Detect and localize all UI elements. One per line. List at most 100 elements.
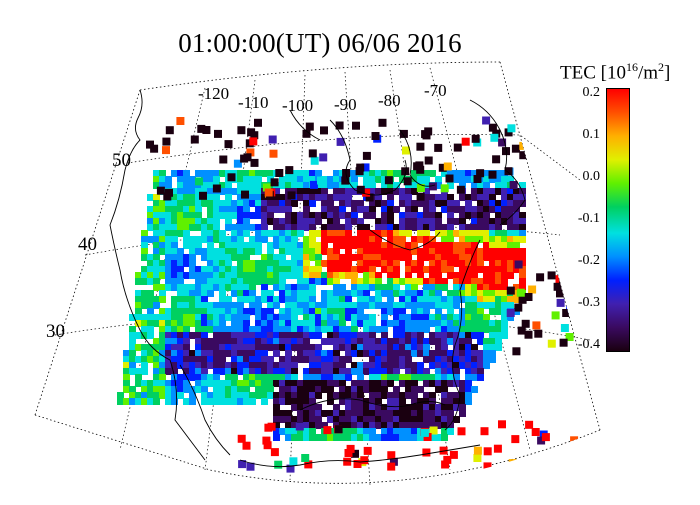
tec-cell [297, 284, 304, 291]
tec-station [480, 427, 489, 436]
tec-cell [483, 206, 490, 213]
tec-cell [237, 236, 244, 243]
tec-cell [303, 410, 310, 417]
tec-cell [417, 248, 424, 255]
tec-cell [519, 272, 526, 279]
tec-cell [513, 266, 520, 273]
tec-cell [123, 362, 130, 369]
tec-station [537, 436, 546, 445]
tec-cell [381, 242, 388, 249]
tec-cell [357, 254, 364, 261]
tec-cell [147, 398, 154, 405]
tec-cell [297, 212, 304, 219]
tec-cell [213, 212, 220, 219]
tec-cell [159, 338, 166, 345]
tec-station [483, 447, 492, 456]
tec-cell [261, 380, 268, 387]
tec-cell [249, 170, 256, 177]
tec-cell [327, 392, 334, 399]
tec-cell [321, 434, 328, 441]
tec-cell [129, 326, 136, 333]
tec-cell [471, 386, 478, 393]
tec-cell [369, 344, 376, 351]
tec-station [165, 126, 174, 135]
tec-cell [327, 212, 334, 219]
tec-cell [183, 182, 190, 189]
tec-cell [207, 284, 214, 291]
tec-cell [315, 170, 322, 177]
tec-cell [183, 254, 190, 261]
tec-cell [291, 296, 298, 303]
tec-cell [159, 266, 166, 273]
tec-cell [369, 302, 376, 309]
tec-station [588, 449, 596, 458]
tec-cell [489, 338, 496, 345]
tec-station [165, 188, 173, 197]
tec-cell [213, 320, 220, 327]
tec-cell [297, 398, 304, 405]
tec-cell [189, 236, 196, 243]
tec-cell [201, 278, 208, 285]
tec-cell [225, 308, 232, 315]
tec-cell [171, 308, 178, 315]
tec-cell [369, 260, 376, 267]
tec-cell [171, 260, 178, 267]
tec-cell [375, 248, 382, 255]
tec-station [428, 182, 437, 191]
tec-station [156, 186, 165, 195]
tec-cell [441, 326, 448, 333]
tec-station [362, 151, 371, 160]
tec-cell [357, 338, 364, 345]
tec-cell [375, 290, 382, 297]
tec-cell [201, 188, 208, 195]
tec-cell [315, 278, 322, 285]
tec-cell [171, 212, 178, 219]
tec-cell [363, 380, 370, 387]
tec-cell [303, 320, 310, 327]
tec-cell [429, 206, 436, 213]
tec-cell [291, 254, 298, 261]
tec-cell [471, 260, 478, 267]
tec-cell [345, 212, 352, 219]
tec-station [553, 282, 562, 291]
tec-cell [177, 188, 184, 195]
tec-cell [363, 320, 370, 327]
tec-station [233, 159, 242, 168]
tec-station [197, 124, 206, 133]
tec-cell [423, 410, 430, 417]
tec-cell [387, 290, 394, 297]
tec-cell [477, 308, 484, 315]
tec-cell [333, 182, 340, 189]
tec-cell [213, 350, 220, 357]
tec-cell [285, 296, 292, 303]
tec-cell [177, 200, 184, 207]
tec-cell [447, 194, 454, 201]
tec-cell [327, 194, 334, 201]
tec-cell [207, 326, 214, 333]
tec-cell [255, 338, 262, 345]
tec-cell [255, 326, 262, 333]
tec-cell [375, 194, 382, 201]
tec-cell [453, 200, 460, 207]
tec-cell [273, 398, 280, 405]
tec-cell [369, 374, 376, 381]
tec-cell [483, 224, 490, 231]
tec-cell [459, 284, 466, 291]
tec-cell [363, 428, 370, 435]
tec-cell [177, 254, 184, 261]
tec-cell [489, 344, 496, 351]
tec-cell [267, 368, 274, 375]
tec-cell [207, 224, 214, 231]
tec-cell [435, 386, 442, 393]
tec-cell [441, 362, 448, 369]
tec-station [361, 163, 370, 172]
tec-cell [519, 248, 526, 255]
tec-cell [327, 362, 334, 369]
tec-cell [291, 434, 298, 441]
tec-cell [321, 206, 328, 213]
tec-cell [513, 218, 520, 225]
tec-cell [327, 326, 334, 333]
tec-cell [309, 422, 316, 429]
tec-cell [387, 266, 394, 273]
tec-cell [465, 176, 472, 183]
